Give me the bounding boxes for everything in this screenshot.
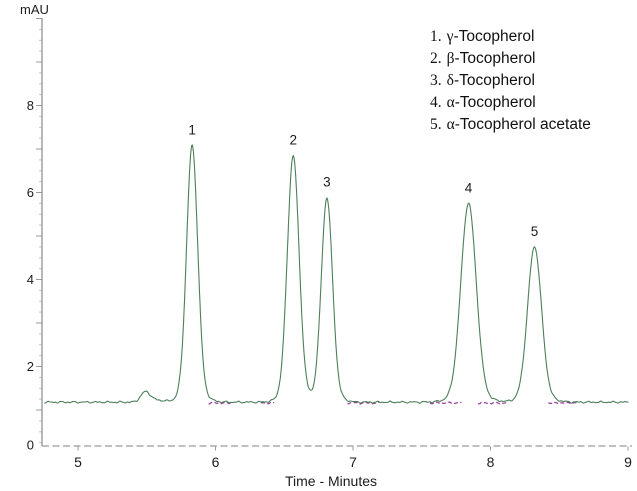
y-axis-unit-label: mAU xyxy=(20,2,49,17)
signal-trace-line xyxy=(44,144,629,404)
compound-legend: 1. γ-Tocopherol 2. β-Tocopherol 3. δ-Tocoph… xyxy=(430,26,591,136)
legend-index: 5. xyxy=(430,116,442,133)
y-tick-label: 0 xyxy=(27,438,34,453)
x-axis-title: Time - Minutes xyxy=(285,473,377,489)
peak-label-4: 4 xyxy=(465,180,473,195)
legend-index: 2. xyxy=(430,50,442,67)
legend-index: 1. xyxy=(430,28,442,45)
y-tick-label: 8 xyxy=(27,98,34,113)
x-tick-label: 7 xyxy=(349,454,357,470)
y-tick-label: 6 xyxy=(27,185,34,200)
peak-label-3: 3 xyxy=(323,175,331,190)
legend-index: 4. xyxy=(430,94,442,111)
legend-greek-letter: α xyxy=(446,94,455,111)
legend-item-2: 2. β-Tocopherol xyxy=(430,48,591,70)
x-tick-label: 6 xyxy=(212,454,220,470)
legend-compound-name: -Tocopherol xyxy=(453,72,535,89)
peak-label-2: 2 xyxy=(289,133,297,148)
legend-item-4: 4. α-Tocopherol xyxy=(430,92,591,114)
legend-compound-name: -Tocopherol xyxy=(454,94,536,111)
legend-compound-name: -Tocopherol xyxy=(453,28,535,45)
legend-greek-letter: δ xyxy=(446,72,454,89)
x-tick-label: 8 xyxy=(487,454,495,470)
legend-compound-name: -Tocopherol acetate xyxy=(454,116,591,133)
y-tick-label: 2 xyxy=(27,359,34,374)
x-tick-label: 9 xyxy=(624,454,632,470)
x-tick-label: 5 xyxy=(74,454,82,470)
legend-index: 3. xyxy=(430,72,442,89)
legend-item-3: 3. δ-Tocopherol xyxy=(430,70,591,92)
peak-label-1: 1 xyxy=(188,123,196,138)
peak-label-5: 5 xyxy=(531,224,539,239)
legend-item-1: 1. γ-Tocopherol xyxy=(430,26,591,48)
legend-greek-letter: β xyxy=(446,50,455,67)
reference-trace-line xyxy=(208,401,579,405)
legend-greek-letter: α xyxy=(446,116,455,133)
legend-greek-letter: γ xyxy=(446,28,454,45)
y-tick-label: 4 xyxy=(27,272,34,287)
legend-compound-name: -Tocopherol xyxy=(454,50,536,67)
peak-number-labels: 1 2 3 4 5 xyxy=(188,123,538,239)
legend-item-5: 5. α-Tocopherol acetate xyxy=(430,114,591,136)
